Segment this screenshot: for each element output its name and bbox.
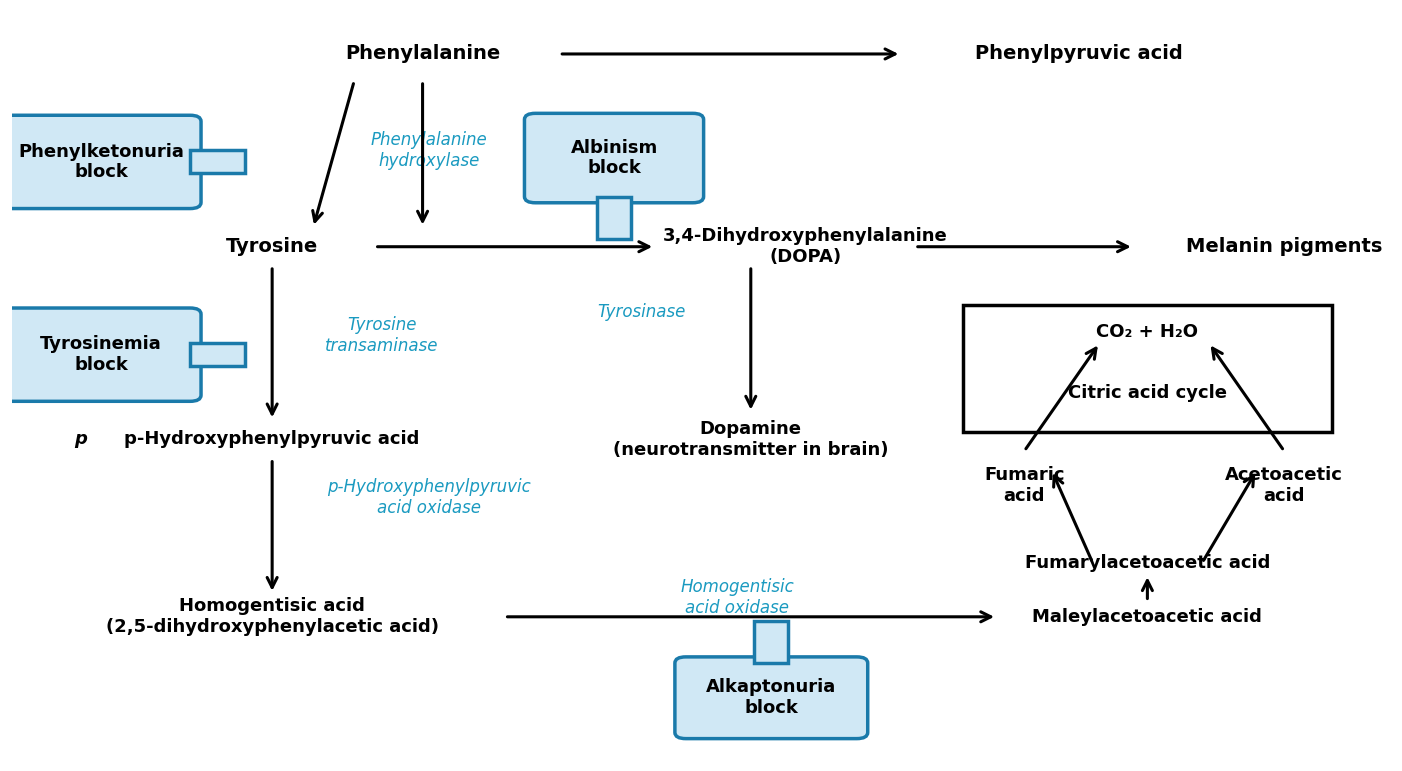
Text: Homogentisic acid
(2,5-dihydroxyphenylacetic acid): Homogentisic acid (2,5-dihydroxyphenylac… bbox=[105, 598, 439, 636]
FancyBboxPatch shape bbox=[524, 113, 704, 203]
Text: Tyrosine
transaminase: Tyrosine transaminase bbox=[325, 316, 439, 355]
Text: Fumarylacetoacetic acid: Fumarylacetoacetic acid bbox=[1025, 554, 1270, 572]
Text: Alkaptonuria
block: Alkaptonuria block bbox=[707, 678, 837, 717]
Text: Tyrosine: Tyrosine bbox=[226, 237, 318, 256]
Bar bbox=[754, 621, 788, 663]
Text: Tyrosinemia
block: Tyrosinemia block bbox=[41, 335, 163, 374]
Text: p-Hydroxyphenylpyruvic
acid oxidase: p-Hydroxyphenylpyruvic acid oxidase bbox=[328, 478, 531, 517]
Text: 3,4-Dihydroxyphenylalanine
(DOPA): 3,4-Dihydroxyphenylalanine (DOPA) bbox=[663, 227, 948, 266]
Text: CO₂ + H₂O: CO₂ + H₂O bbox=[1096, 322, 1199, 341]
Text: Dopamine
(neurotransmitter in brain): Dopamine (neurotransmitter in brain) bbox=[613, 420, 889, 459]
Text: Melanin pigments: Melanin pigments bbox=[1186, 237, 1382, 256]
FancyBboxPatch shape bbox=[674, 657, 868, 739]
Text: Maleylacetoacetic acid: Maleylacetoacetic acid bbox=[1032, 608, 1262, 626]
Text: p: p bbox=[74, 430, 87, 449]
Text: Phenylketonuria
block: Phenylketonuria block bbox=[18, 143, 184, 181]
Text: Phenylalanine: Phenylalanine bbox=[345, 45, 501, 63]
Text: Phenylpyruvic acid: Phenylpyruvic acid bbox=[976, 45, 1183, 63]
Bar bbox=[597, 197, 631, 239]
Text: Fumaric
acid: Fumaric acid bbox=[984, 466, 1064, 505]
FancyBboxPatch shape bbox=[1, 116, 200, 208]
FancyBboxPatch shape bbox=[963, 305, 1332, 432]
Bar bbox=[191, 343, 245, 366]
Text: Albinism
block: Albinism block bbox=[571, 139, 658, 177]
FancyBboxPatch shape bbox=[1, 308, 200, 401]
Bar bbox=[191, 150, 245, 173]
Text: Acetoacetic
acid: Acetoacetic acid bbox=[1225, 466, 1343, 505]
Text: Tyrosinase: Tyrosinase bbox=[597, 303, 686, 322]
Text: Homogentisic
acid oxidase: Homogentisic acid oxidase bbox=[680, 578, 794, 617]
Text: Phenylalanine
hydroxylase: Phenylalanine hydroxylase bbox=[372, 131, 488, 170]
Text: p-Hydroxyphenylpyruvic acid: p-Hydroxyphenylpyruvic acid bbox=[125, 430, 419, 449]
Text: Citric acid cycle: Citric acid cycle bbox=[1068, 384, 1227, 402]
